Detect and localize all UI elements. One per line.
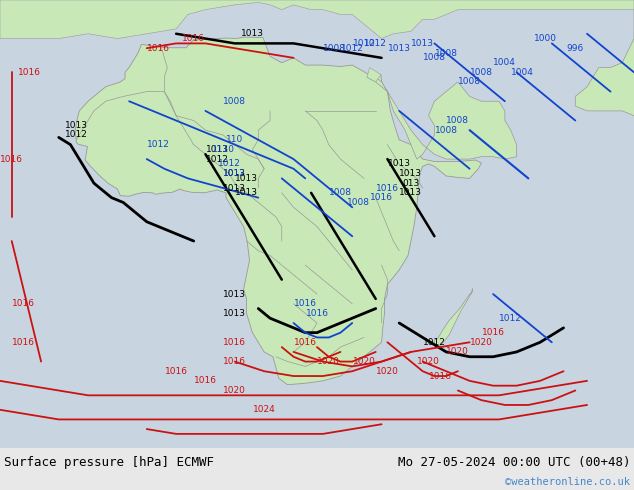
Text: 1020: 1020 bbox=[417, 357, 440, 366]
Text: 1020: 1020 bbox=[446, 347, 469, 356]
Text: 1013: 1013 bbox=[223, 290, 247, 298]
Text: 1020: 1020 bbox=[376, 367, 399, 376]
Text: 1008: 1008 bbox=[223, 97, 247, 106]
Text: 1012: 1012 bbox=[365, 39, 387, 48]
Text: 1013: 1013 bbox=[241, 29, 264, 38]
Text: 1020: 1020 bbox=[317, 357, 340, 366]
Text: 1012: 1012 bbox=[217, 159, 240, 169]
Text: 1013: 1013 bbox=[399, 169, 422, 178]
Text: 1016: 1016 bbox=[18, 68, 41, 77]
Text: 1020: 1020 bbox=[353, 357, 375, 366]
Text: 1012: 1012 bbox=[353, 39, 375, 48]
Polygon shape bbox=[367, 77, 517, 159]
Text: 1012: 1012 bbox=[147, 140, 170, 149]
Text: 1012: 1012 bbox=[500, 314, 522, 323]
Text: 1012: 1012 bbox=[223, 169, 246, 178]
Text: 1008: 1008 bbox=[347, 198, 370, 207]
Text: 1013: 1013 bbox=[223, 169, 247, 178]
Text: 1008: 1008 bbox=[435, 49, 458, 57]
Text: Surface pressure [hPa] ECMWF: Surface pressure [hPa] ECMWF bbox=[4, 456, 214, 469]
Polygon shape bbox=[75, 37, 481, 385]
Text: 110: 110 bbox=[226, 135, 243, 145]
Text: 1016: 1016 bbox=[376, 184, 399, 193]
Text: 1024: 1024 bbox=[253, 405, 276, 414]
Text: 1016: 1016 bbox=[147, 44, 170, 53]
Text: 1020: 1020 bbox=[223, 386, 246, 395]
Text: 1110: 1110 bbox=[212, 145, 235, 154]
Polygon shape bbox=[0, 0, 634, 39]
Polygon shape bbox=[0, 448, 634, 490]
Text: 1013: 1013 bbox=[411, 39, 434, 48]
Text: 1013: 1013 bbox=[235, 174, 258, 183]
Text: 1016: 1016 bbox=[370, 193, 393, 202]
Text: 1016: 1016 bbox=[12, 299, 35, 308]
Text: 1000: 1000 bbox=[534, 34, 557, 43]
Text: 1013: 1013 bbox=[223, 184, 247, 193]
Text: 1016: 1016 bbox=[0, 154, 23, 164]
Text: 1020: 1020 bbox=[470, 338, 493, 347]
Text: 1004: 1004 bbox=[511, 68, 534, 77]
Text: 1016: 1016 bbox=[294, 338, 317, 347]
Text: 996: 996 bbox=[567, 44, 584, 53]
Text: 1008: 1008 bbox=[435, 125, 458, 135]
Polygon shape bbox=[367, 68, 381, 82]
Text: 1016: 1016 bbox=[429, 371, 452, 381]
Text: 1016: 1016 bbox=[223, 357, 247, 366]
Text: 1008: 1008 bbox=[323, 44, 346, 53]
Text: 1013: 1013 bbox=[387, 159, 411, 169]
Text: 1013: 1013 bbox=[65, 121, 88, 130]
Text: 1012: 1012 bbox=[206, 154, 229, 164]
Text: 1013: 1013 bbox=[387, 44, 411, 53]
Text: 1013: 1013 bbox=[205, 145, 229, 154]
Text: 1012: 1012 bbox=[65, 130, 87, 140]
Text: 1013: 1013 bbox=[235, 188, 258, 197]
Text: Mo 27-05-2024 00:00 UTC (00+48): Mo 27-05-2024 00:00 UTC (00+48) bbox=[398, 456, 630, 469]
Text: 1008: 1008 bbox=[423, 53, 446, 62]
Text: 1012: 1012 bbox=[423, 338, 446, 347]
Text: ©weatheronline.co.uk: ©weatheronline.co.uk bbox=[505, 477, 630, 487]
Text: 1016: 1016 bbox=[182, 34, 205, 43]
Text: 1008: 1008 bbox=[458, 77, 481, 86]
Text: 1012: 1012 bbox=[341, 44, 364, 53]
Polygon shape bbox=[575, 0, 634, 116]
Text: 1013: 1013 bbox=[223, 309, 247, 318]
Polygon shape bbox=[434, 288, 472, 347]
Text: 1004: 1004 bbox=[493, 58, 516, 67]
Text: 1016: 1016 bbox=[294, 299, 317, 308]
Text: 1016: 1016 bbox=[194, 376, 217, 385]
Text: 1016: 1016 bbox=[165, 367, 188, 376]
Text: 1013: 1013 bbox=[399, 188, 422, 197]
Text: 013: 013 bbox=[403, 179, 420, 188]
Text: 1016: 1016 bbox=[482, 328, 505, 337]
Text: 1008: 1008 bbox=[470, 68, 493, 77]
Text: 1008: 1008 bbox=[329, 188, 352, 197]
Text: 1008: 1008 bbox=[446, 116, 469, 125]
Text: 1016: 1016 bbox=[306, 309, 328, 318]
Text: 1016: 1016 bbox=[12, 338, 35, 347]
Text: 1016: 1016 bbox=[223, 338, 247, 347]
